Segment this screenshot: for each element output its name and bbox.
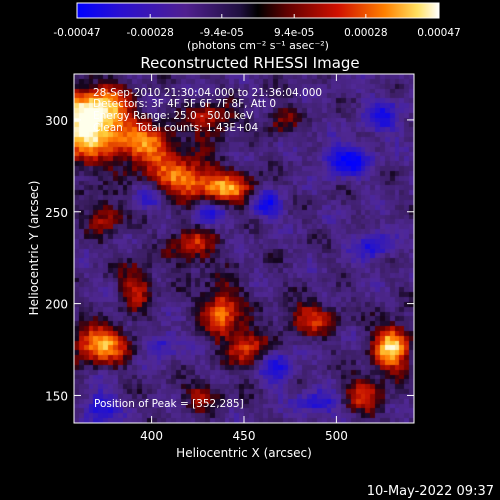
colorbar-tick-label: 0.00047 <box>417 27 460 39</box>
y-tick-label: 150 <box>45 389 68 403</box>
y-tick-label: 250 <box>45 206 68 220</box>
info-line-detectors: Detectors: 3F 4F 5F 6F 7F 8F, Att 0 <box>93 98 276 110</box>
x-axis-ticks: 400 450 500 <box>140 74 348 443</box>
colorbar-tick-label: 0.00028 <box>344 27 387 39</box>
colorbar-tick-label: -0.00028 <box>127 27 174 39</box>
colorbar-unit-label: (photons cm⁻² s⁻¹ asec⁻²) <box>187 39 329 52</box>
peak-position-label: Position of Peak = [352,285] <box>94 398 244 410</box>
info-line-time: 28-Sep-2010 21:30:04.000 to 21:36:04.000 <box>93 87 322 99</box>
y-tick-label: 300 <box>45 114 68 128</box>
chart-title: Reconstructed RHESSI Image <box>140 54 359 72</box>
colorbar: -0.00047 -0.00028 -9.4e-05 9.4e-05 0.00028 0.… <box>53 2 461 52</box>
info-overlay: 28-Sep-2010 21:30:04.000 to 21:36:04.000… <box>93 87 322 134</box>
x-tick-label: 500 <box>325 429 348 443</box>
heatmap-image <box>74 74 414 423</box>
x-tick-label: 450 <box>233 429 256 443</box>
colorbar-tick-label: -9.4e-05 <box>200 27 244 39</box>
y-tick-label: 200 <box>45 298 68 312</box>
colorbar-tick-label: -0.00047 <box>53 27 100 39</box>
colorbar-ticks: -0.00047 -0.00028 -9.4e-05 9.4e-05 0.00028 0.… <box>53 14 461 39</box>
x-tick-label: 400 <box>140 429 163 443</box>
info-line-counts: Clean Total counts: 1.43E+04 <box>93 122 258 134</box>
heatmap-plot: 400 450 500 150 200 250 300 <box>45 73 415 443</box>
colorbar-tick-label: 9.4e-05 <box>274 27 314 39</box>
footer-timestamp: 10-May-2022 09:37 <box>367 484 494 499</box>
info-line-energy: Energy Range: 25.0 - 50.0 keV <box>93 110 254 122</box>
y-axis-label: Heliocentric Y (arcsec) <box>27 181 41 316</box>
x-axis-label: Heliocentric X (arcsec) <box>176 446 312 460</box>
colorbar-gradient <box>76 2 440 19</box>
y-axis-ticks: 150 200 250 300 <box>45 114 414 403</box>
